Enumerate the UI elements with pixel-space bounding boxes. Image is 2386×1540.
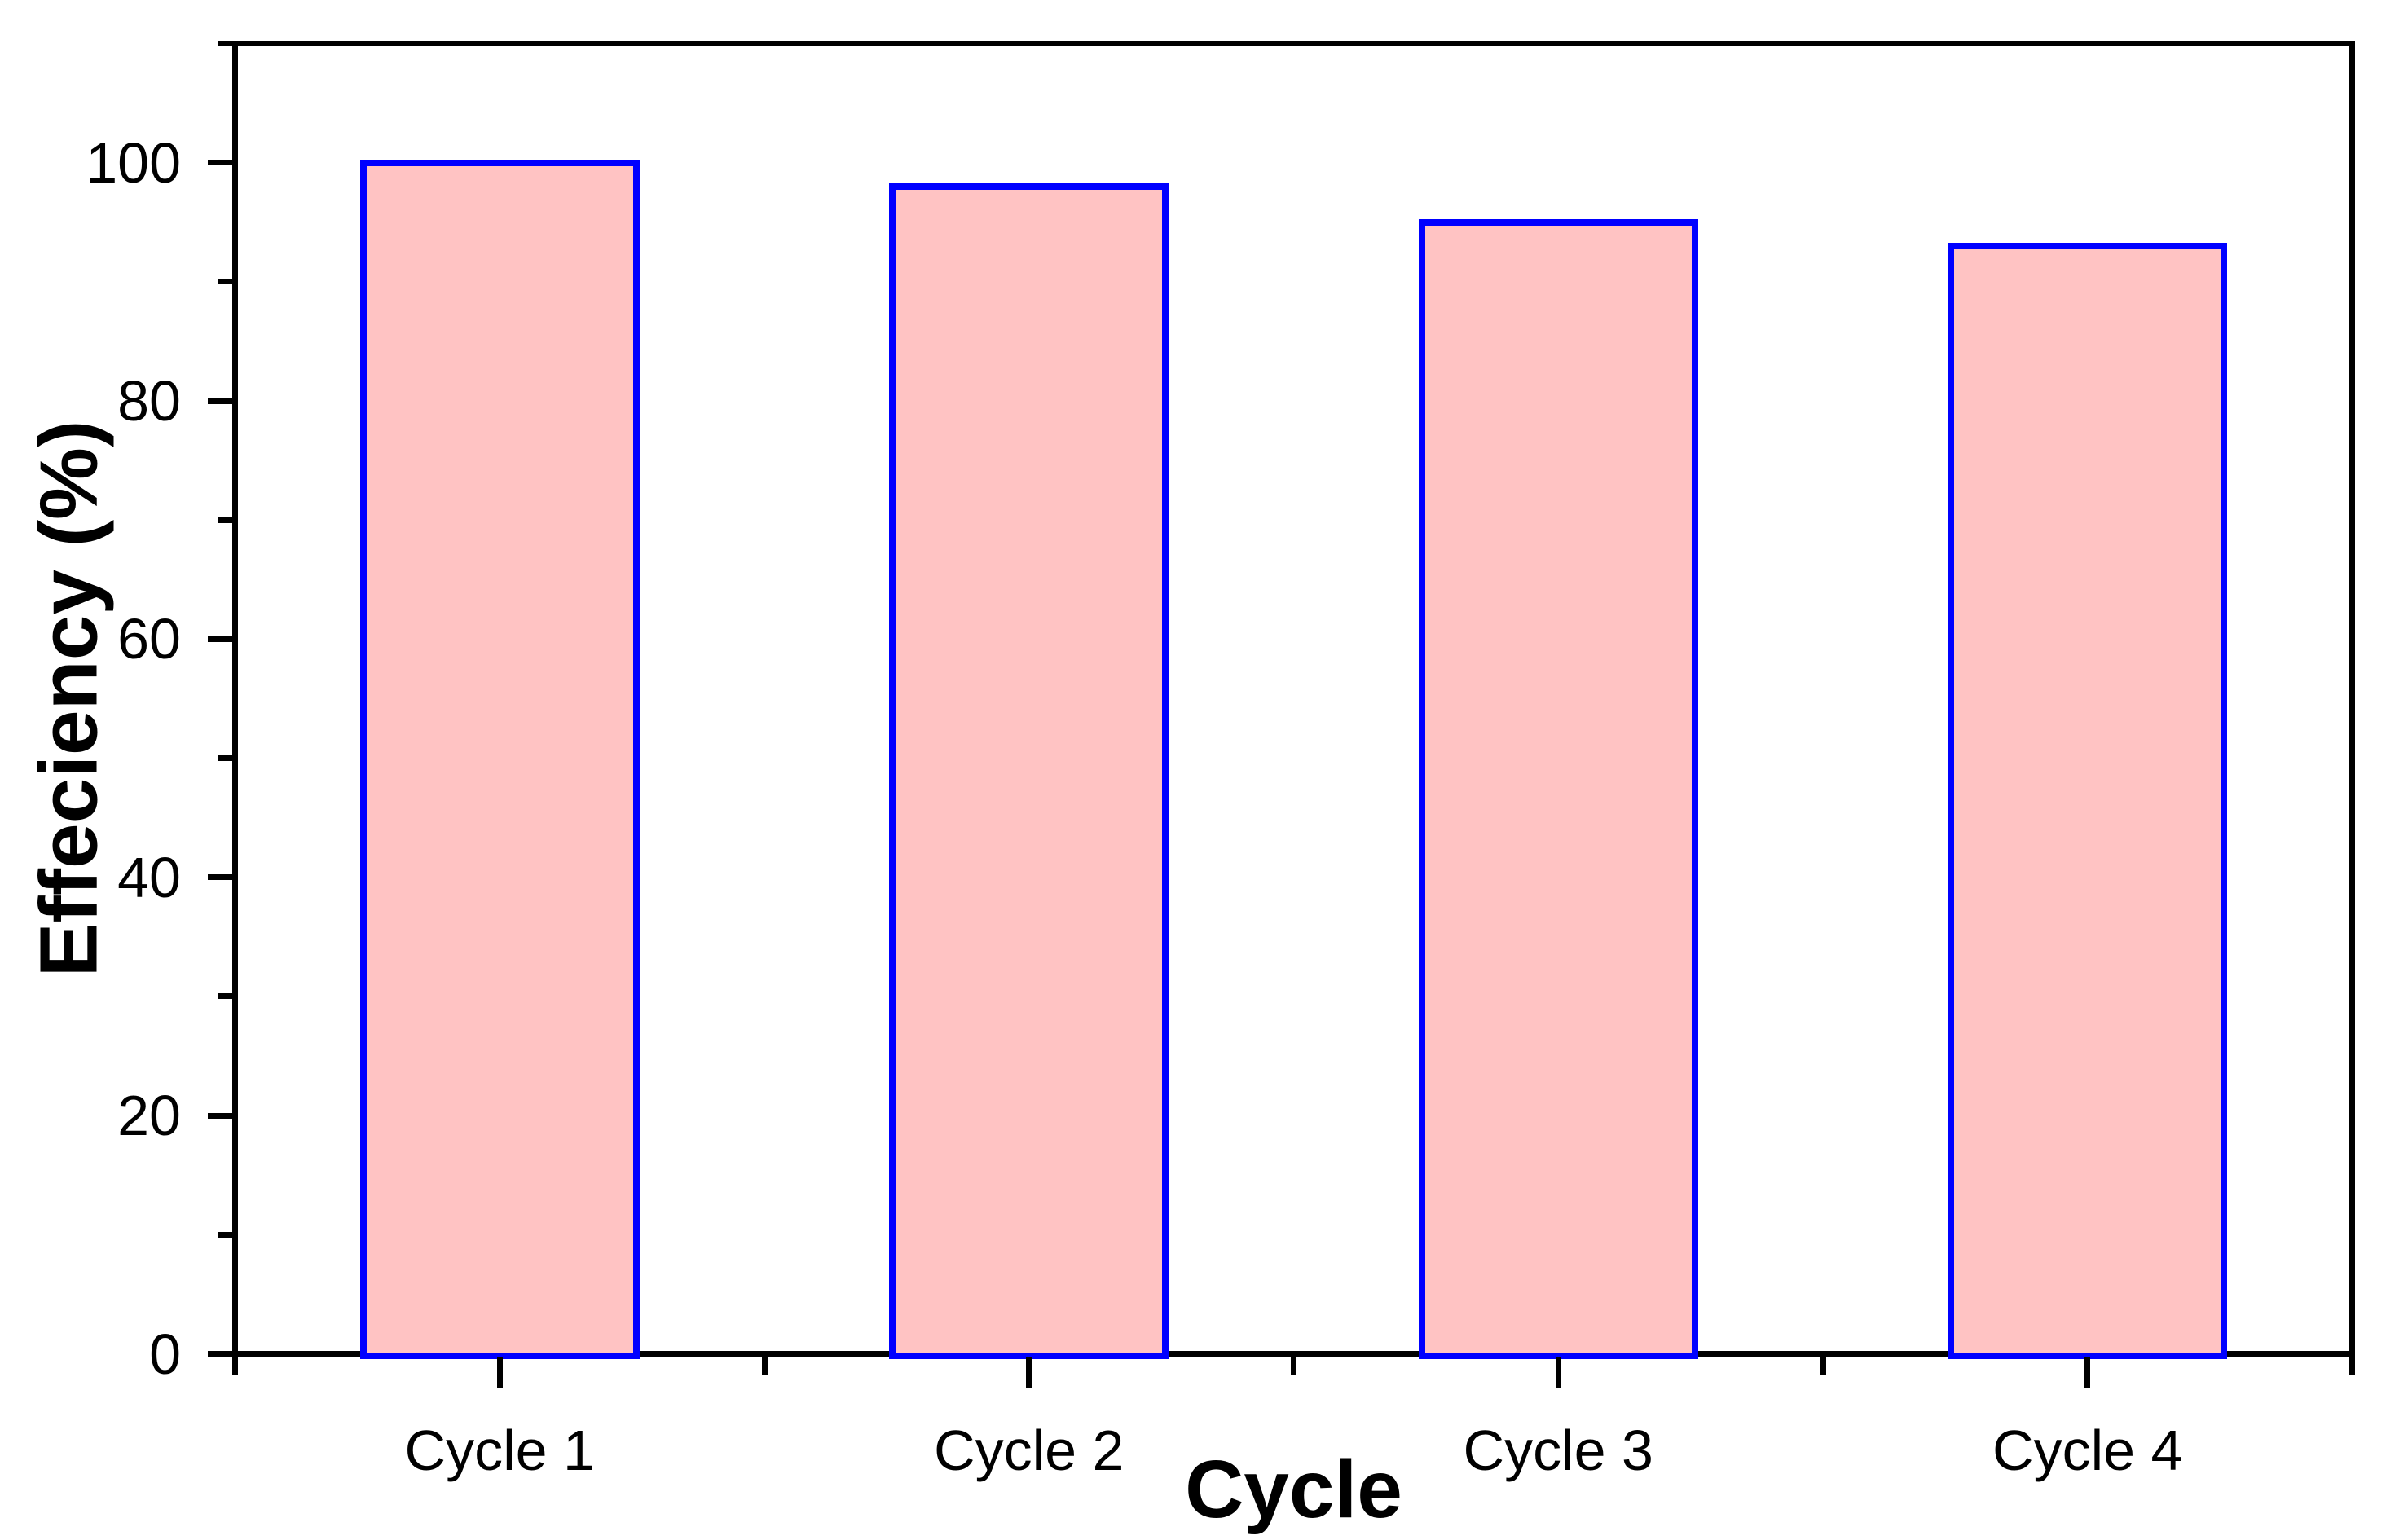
bar-cycle-2	[889, 183, 1169, 1360]
y-minor-tick	[218, 517, 232, 523]
y-minor-tick	[218, 1231, 232, 1238]
x-minor-tick	[2349, 1357, 2355, 1375]
y-minor-tick	[218, 41, 232, 46]
y-tick-label: 40	[117, 845, 181, 909]
x-tick-label: Cycle 3	[1463, 1419, 1653, 1482]
y-tick-label: 60	[117, 607, 181, 671]
x-major-tick	[1555, 1357, 1561, 1388]
y-minor-tick	[218, 279, 232, 285]
x-tick-label: Cycle 4	[1992, 1419, 2183, 1482]
bar-cycle-3	[1418, 218, 1698, 1360]
x-minor-tick	[1820, 1357, 1826, 1375]
x-major-tick	[2084, 1357, 2091, 1388]
x-tick-label: Cycle 2	[934, 1419, 1125, 1482]
bar-cycle-1	[359, 159, 640, 1360]
x-axis-title-wrap: Cycle	[232, 1449, 2355, 1538]
y-minor-tick	[218, 755, 232, 762]
plot-area	[232, 41, 2355, 1357]
y-tick-label: 100	[86, 130, 181, 195]
x-axis-title: Cycle	[1185, 1444, 1402, 1535]
x-minor-tick	[761, 1357, 768, 1375]
y-tick-label: 0	[149, 1322, 181, 1386]
x-minor-tick	[232, 1357, 238, 1375]
y-tick-label: 20	[117, 1084, 181, 1148]
y-major-tick	[208, 1351, 232, 1357]
x-major-tick	[1026, 1357, 1032, 1388]
x-tick-label: Cycle 1	[404, 1419, 595, 1482]
y-major-tick	[208, 1112, 232, 1119]
y-axis-title-wrap: Effeciency (%)	[0, 41, 139, 1357]
bar-cycle-4	[1948, 243, 2228, 1360]
y-minor-tick	[218, 993, 232, 1000]
x-minor-tick	[1291, 1357, 1296, 1375]
y-major-tick	[208, 160, 232, 166]
y-major-tick	[208, 398, 232, 404]
y-major-tick	[208, 874, 232, 881]
x-major-tick	[496, 1357, 503, 1388]
y-tick-label: 80	[117, 369, 181, 433]
y-major-tick	[208, 636, 232, 642]
